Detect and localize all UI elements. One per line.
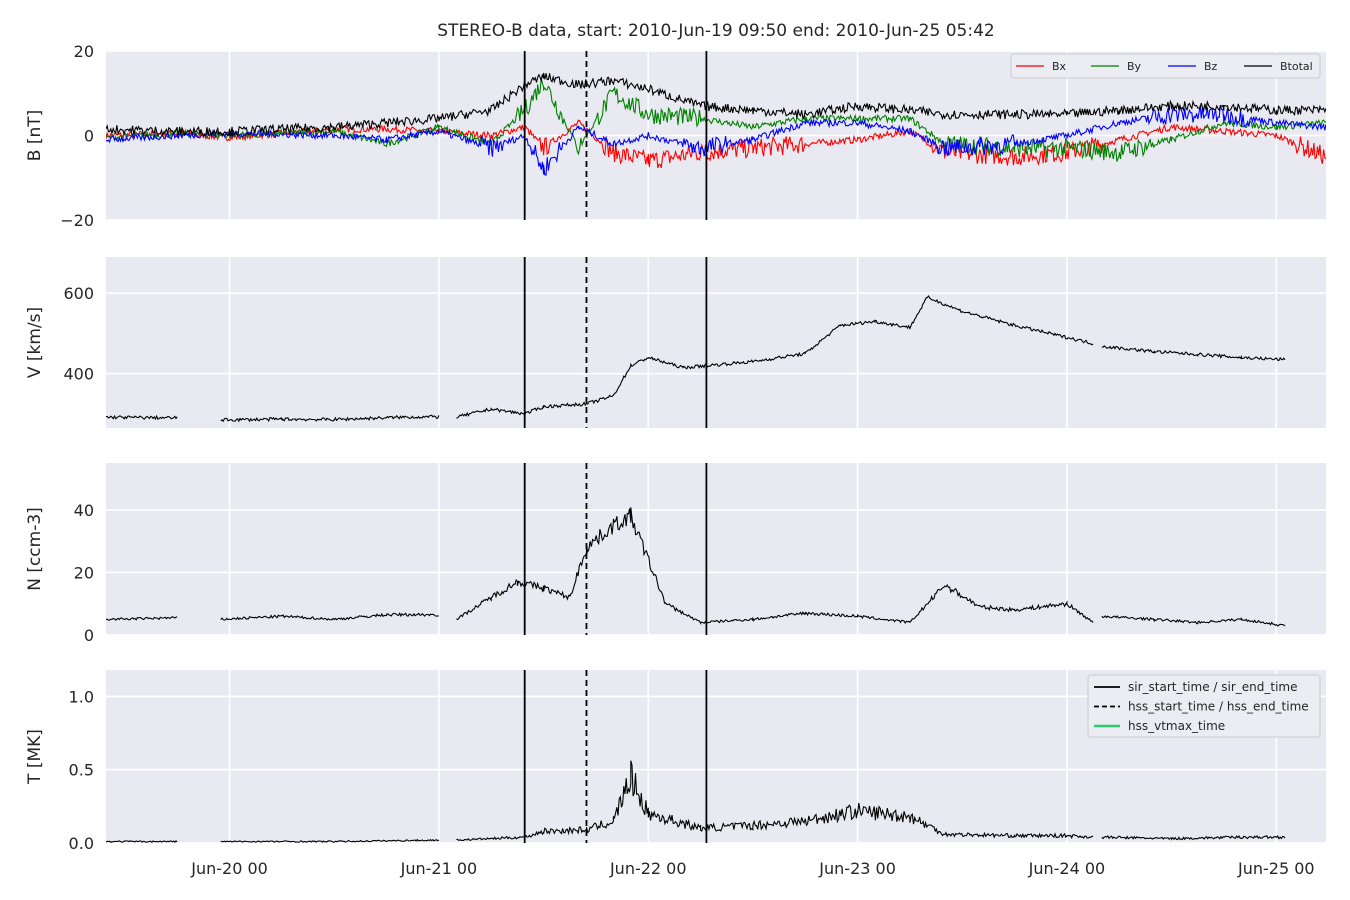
event-legend-label: hss_vtmax_time — [1128, 719, 1225, 733]
series-line-btotal — [106, 72, 1326, 138]
series-group — [106, 507, 1350, 627]
series-line-data — [220, 612, 439, 621]
legend-label-bx: Bx — [1052, 60, 1067, 73]
series-group — [106, 295, 1350, 423]
y-axis-label: T [MK] — [25, 729, 45, 785]
panel-2: 400 600 V [km/s] — [25, 257, 1350, 428]
series-line-data — [220, 414, 440, 423]
legend-label-btotal: Btotal — [1280, 60, 1313, 73]
x-tick-label: Jun-23 00 — [818, 859, 896, 878]
x-tick-label: Jun-22 00 — [609, 859, 687, 878]
panels-group: −20 0 20 B [nT] 400 600 V [km/s] 0 20 40 N [ccm-3]… — [25, 42, 1350, 878]
series-line-by — [106, 78, 1326, 162]
series-line-data — [1101, 345, 1286, 362]
series-line-bx — [106, 119, 1326, 169]
event-legend-box — [1087, 674, 1321, 738]
series-line-data — [106, 840, 178, 843]
series-group — [106, 72, 1326, 176]
y-tick-label: 1.0 — [69, 687, 94, 706]
b-legend: Bx By Bz Btotal — [1010, 53, 1321, 79]
series-line-data — [456, 760, 1094, 842]
y-tick-label: 0 — [84, 127, 94, 146]
series-line-data — [1333, 616, 1350, 624]
y-tick-label: 40 — [74, 501, 94, 520]
series-line-data — [220, 838, 440, 843]
panel-background — [106, 257, 1326, 428]
series-line-data — [106, 616, 178, 621]
x-tick-label: Jun-25 00 — [1237, 859, 1315, 878]
y-tick-label: −20 — [60, 211, 94, 230]
event-legend-label: hss_start_time / hss_end_time — [1128, 700, 1309, 714]
y-axis-label: B [nT] — [25, 110, 45, 162]
series-line-data — [1333, 365, 1350, 376]
y-tick-label: 0.5 — [69, 761, 94, 780]
series-line-bz — [106, 104, 1326, 176]
panel-background — [106, 463, 1326, 635]
series-line-data — [456, 507, 1094, 626]
series-line-data — [106, 414, 178, 421]
legend-label-by: By — [1127, 60, 1142, 73]
series-line-data — [1333, 822, 1350, 835]
panel-3: 0 20 40 N [ccm-3] — [25, 463, 1350, 645]
y-tick-label: 20 — [74, 563, 94, 582]
y-axis-label: N [ccm-3] — [25, 507, 45, 591]
figure-title: STEREO-B data, start: 2010-Jun-19 09:50 … — [437, 21, 994, 41]
event-legend-label: sir_start_time / sir_end_time — [1128, 680, 1298, 694]
b-legend-box — [1010, 53, 1321, 79]
legend-label-bz: Bz — [1204, 60, 1218, 73]
series-group — [106, 760, 1350, 843]
y-tick-label: 600 — [63, 284, 94, 303]
x-tick-label: Jun-21 00 — [400, 859, 478, 878]
y-tick-label: 400 — [63, 365, 94, 384]
y-axis-label: V [km/s] — [25, 307, 45, 378]
panel-1: −20 0 20 B [nT] — [25, 42, 1326, 230]
y-tick-label: 0 — [84, 626, 94, 645]
y-tick-label: 0.0 — [69, 834, 94, 853]
y-tick-label: 20 — [74, 42, 94, 61]
x-tick-label: Jun-24 00 — [1028, 859, 1106, 878]
series-line-data — [1101, 615, 1286, 627]
series-line-data — [456, 295, 1094, 419]
event-legend: sir_start_time / sir_end_time hss_start_t… — [1087, 674, 1321, 738]
x-tick-label: Jun-20 00 — [190, 859, 268, 878]
series-line-data — [1101, 834, 1286, 841]
